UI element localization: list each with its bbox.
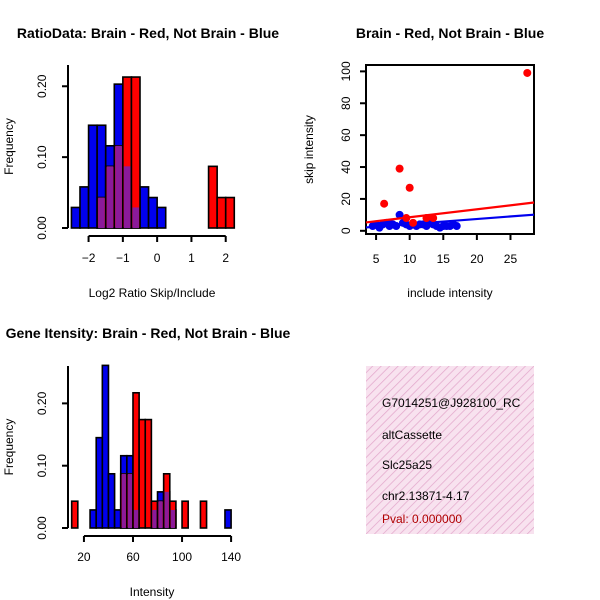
y-axis-label: Frequency [2,419,16,476]
info-probe-id: G7014251@J928100_RC [382,396,521,410]
y-tick-label-2: 0.20 [35,74,49,98]
x-tick-label-4: 2 [222,251,229,265]
x-axis-label: Intensity [130,585,175,599]
not-brain-bar-10 [156,206,167,229]
brain-bar-7 [224,196,236,229]
overlap-bar-1 [106,166,114,228]
overlap-bar-6 [152,509,157,528]
not-brain-bar-0 [70,206,81,229]
brain-bar-4 [138,418,147,529]
brain-fit-line [365,201,535,224]
x-tick-label-1: −1 [116,251,130,265]
y-tick-label-0: 0.00 [35,516,49,540]
intensity-hist: Gene Itensity: Brain - Red, Not Brain - … [2,325,291,599]
overlap-bar-0 [98,197,105,228]
x-axis-label: include intensity [407,286,492,300]
brain-bar-3 [132,391,140,529]
not-brain-bar-4 [113,509,122,529]
y-tick-label-4: 80 [339,96,353,110]
x-tick-label-0: −2 [82,251,96,265]
brain-point-6 [409,218,418,227]
x-tick-label-1: 10 [403,252,417,266]
not-brain-point-8 [395,210,404,219]
info-gene-name: Slc25a25 [382,458,432,472]
info-location: chr2.13871-4.17 [382,489,470,503]
not-brain-bar-1 [79,186,90,229]
x-tick-label-2: 0 [154,251,161,265]
overlap-bar-1 [121,473,126,528]
x-tick-label-0: 5 [373,252,380,266]
not-brain-bar-12 [224,509,232,529]
overlap-bar-4 [132,207,139,228]
y-tick-label-5: 100 [339,61,353,81]
y-axis-label: skip intensity [302,115,316,184]
y-tick-label-2: 40 [339,160,353,174]
y-tick-label-0: 0.00 [35,216,49,240]
not-brain-bar-0 [89,509,98,529]
y-tick-label-1: 0.10 [35,145,49,169]
y-tick-label-1: 0.10 [35,454,49,478]
x-tick-label-3: 140 [221,550,241,564]
not-brain-point-25 [452,222,461,231]
intensity-scatter: Brain - Red, Not Brain - Blue include int… [302,25,544,300]
brain-point-5 [429,214,438,223]
brain-bar-4 [130,76,141,229]
brain-bar-11 [199,500,208,529]
not-brain-bar-9 [147,196,158,229]
info-pval: Pval: 0.000000 [382,512,462,526]
brain-point-1 [395,164,404,173]
y-tick-label-1: 20 [339,192,353,206]
chart-title: Gene Itensity: Brain - Red, Not Brain - … [6,325,291,341]
chart-title: Brain - Red, Not Brain - Blue [356,25,544,41]
x-tick-label-4: 25 [504,252,518,266]
x-tick-label-1: 60 [126,550,140,564]
x-tick-label-3: 1 [188,251,195,265]
brain-bar-10 [181,500,189,529]
plot-box [365,64,535,235]
brain-bar-0 [70,500,79,529]
x-tick-label-3: 20 [470,252,484,266]
chart-title: RatioData: Brain - Red, Not Brain - Blue [17,25,279,41]
x-axis-label: Log2 Ratio Skip/Include [89,286,216,300]
ratio-hist: RatioData: Brain - Red, Not Brain - Blue… [2,25,279,300]
overlap-bar-7 [158,501,163,528]
not-brain-bar-8 [139,186,150,229]
not-brain-bar-1 [95,436,104,529]
brain-bar-5 [144,418,153,529]
overlap-bar-3 [123,166,131,228]
overlap-bar-8 [164,491,169,528]
brain-point-0 [380,199,389,208]
brain-point-2 [405,183,414,192]
not-brain-fit-line [365,213,535,229]
x-tick-label-2: 100 [172,550,192,564]
brain-bar-5 [207,165,218,229]
overlap-bar-2 [127,473,132,528]
brain-point-7 [523,68,532,77]
overlap-bar-9 [170,509,175,528]
brain-bar-6 [216,196,227,229]
info-panel [366,366,534,534]
not-brain-bar-2 [101,364,110,529]
overlap-bar-2 [115,145,122,228]
overlap-bar-3 [133,509,139,528]
y-tick-label-0: 0 [339,227,353,234]
y-tick-label-2: 0.20 [35,391,49,415]
x-tick-label-2: 15 [437,252,451,266]
y-tick-label-3: 60 [339,128,353,142]
not-brain-bar-2 [87,124,98,229]
not-brain-bar-3 [107,472,116,529]
x-tick-label-0: 20 [77,550,91,564]
y-axis-label: Frequency [2,118,16,175]
info-event-type: altCassette [382,428,442,442]
